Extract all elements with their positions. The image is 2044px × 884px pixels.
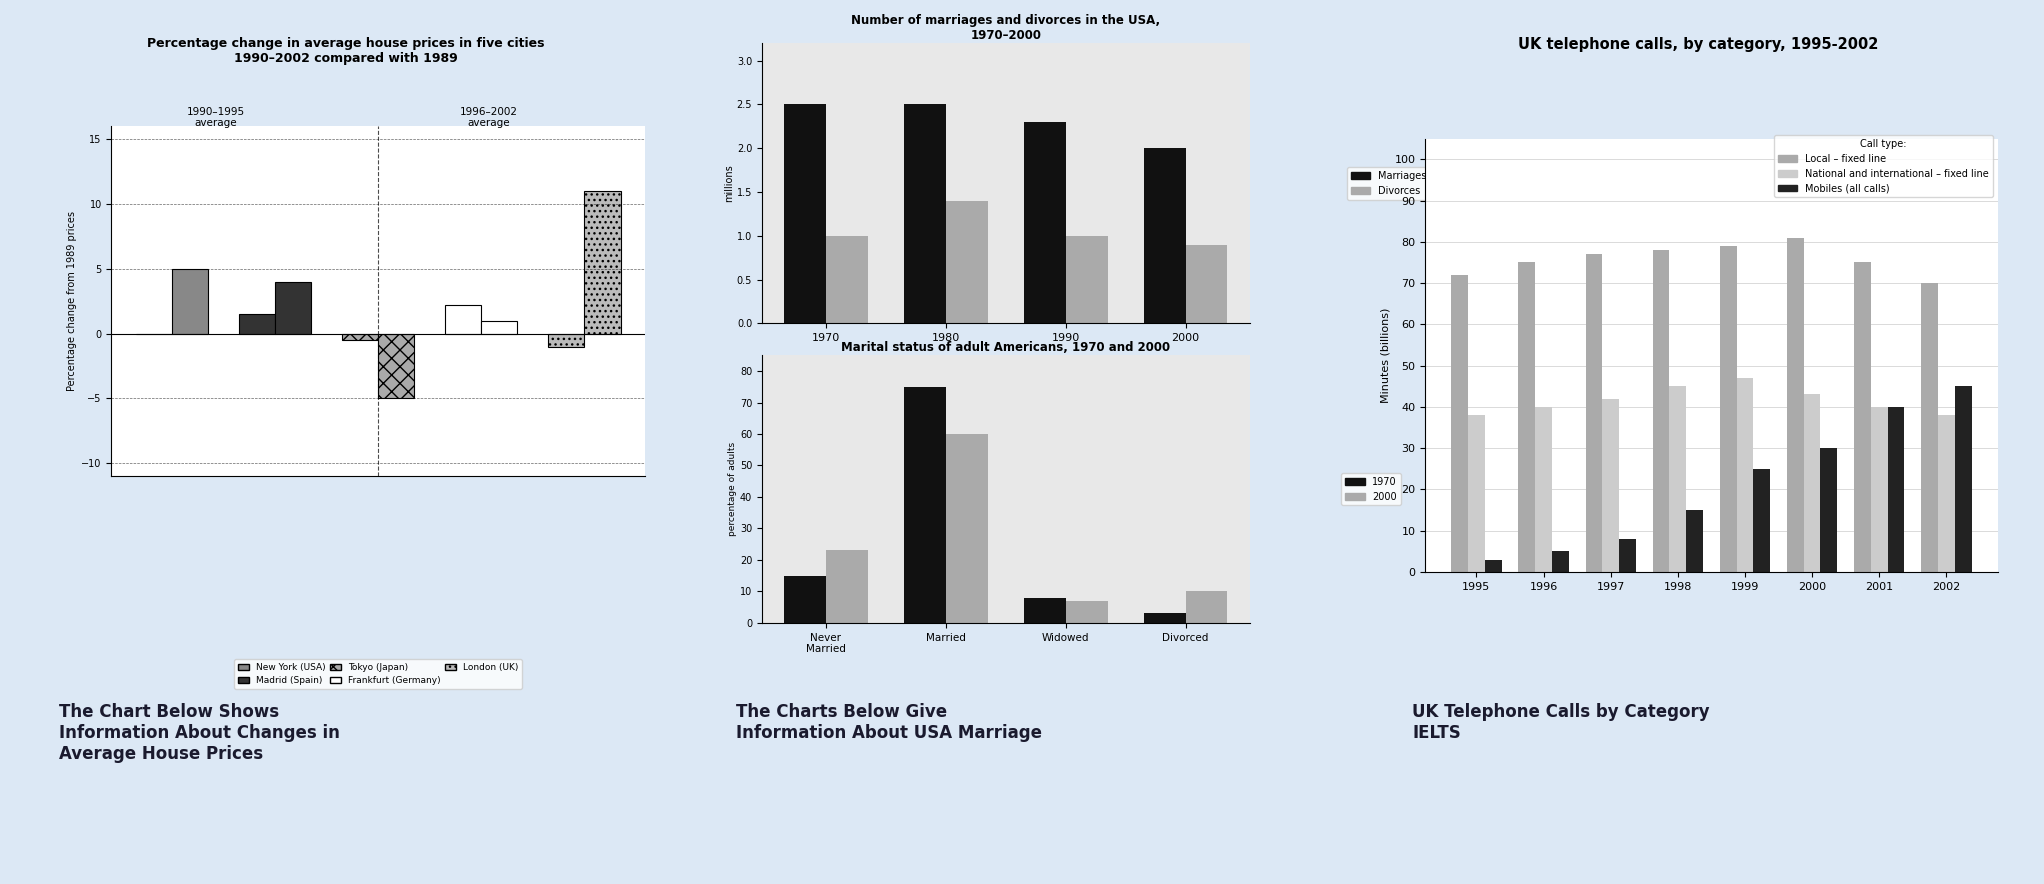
Text: The Charts Below Give
Information About USA Marriage: The Charts Below Give Information About … bbox=[736, 703, 1042, 742]
Text: 1996–2002
average: 1996–2002 average bbox=[460, 107, 517, 128]
Bar bbox=[1024, 598, 1065, 623]
Bar bbox=[1065, 601, 1108, 623]
Bar bbox=[239, 314, 276, 333]
Bar bbox=[1719, 246, 1737, 572]
Legend: Marriages, Divorces: Marriages, Divorces bbox=[1347, 167, 1431, 200]
Bar bbox=[341, 333, 378, 340]
Bar bbox=[1803, 394, 1821, 572]
Bar bbox=[276, 282, 311, 333]
Bar bbox=[903, 387, 946, 623]
Bar bbox=[785, 575, 826, 623]
Bar bbox=[1921, 283, 1938, 572]
Bar bbox=[1186, 591, 1228, 623]
Bar bbox=[1854, 263, 1870, 572]
Bar bbox=[1535, 407, 1551, 572]
Bar bbox=[1954, 386, 1972, 572]
Title: Number of marriages and divorces in the USA,
1970–2000: Number of marriages and divorces in the … bbox=[850, 14, 1161, 42]
Bar bbox=[1186, 245, 1228, 324]
Bar bbox=[1938, 415, 1954, 572]
Bar bbox=[446, 305, 480, 333]
Bar bbox=[1786, 238, 1803, 572]
Bar bbox=[1619, 539, 1635, 572]
Bar bbox=[946, 201, 987, 324]
Bar bbox=[1870, 407, 1887, 572]
Bar bbox=[903, 104, 946, 324]
Bar bbox=[1143, 149, 1186, 324]
Bar bbox=[1065, 236, 1108, 324]
Bar bbox=[378, 333, 415, 399]
Bar bbox=[585, 191, 621, 333]
Text: Percentage change in average house prices in five cities
1990–2002 compared with: Percentage change in average house price… bbox=[147, 37, 544, 65]
Legend: Local – fixed line, National and international – fixed line, Mobiles (all calls): Local – fixed line, National and interna… bbox=[1774, 135, 1993, 197]
Title: Marital status of adult Americans, 1970 and 2000: Marital status of adult Americans, 1970 … bbox=[842, 341, 1171, 354]
Bar bbox=[826, 236, 869, 324]
Bar bbox=[1754, 469, 1770, 572]
Bar bbox=[1143, 613, 1186, 623]
Text: UK telephone calls, by category, 1995-2002: UK telephone calls, by category, 1995-20… bbox=[1519, 37, 1878, 52]
Bar bbox=[548, 333, 585, 347]
Bar bbox=[1484, 560, 1502, 572]
Y-axis label: millions: millions bbox=[724, 164, 734, 202]
Text: The Chart Below Shows
Information About Changes in
Average House Prices: The Chart Below Shows Information About … bbox=[59, 703, 341, 763]
Y-axis label: Minutes (billions): Minutes (billions) bbox=[1380, 308, 1390, 403]
Bar bbox=[1451, 275, 1468, 572]
Bar bbox=[785, 104, 826, 324]
Legend: New York (USA), Madrid (Spain), Tokyo (Japan), Frankfurt (Germany), London (UK): New York (USA), Madrid (Spain), Tokyo (J… bbox=[235, 659, 521, 689]
Bar bbox=[1602, 399, 1619, 572]
Y-axis label: Percentage change from 1989 prices: Percentage change from 1989 prices bbox=[67, 211, 78, 391]
Bar bbox=[1024, 122, 1065, 324]
Text: 1990–1995
average: 1990–1995 average bbox=[186, 107, 245, 128]
Bar bbox=[1551, 552, 1568, 572]
Bar bbox=[480, 321, 517, 333]
Bar bbox=[946, 434, 987, 623]
Legend: 1970, 2000: 1970, 2000 bbox=[1341, 473, 1400, 506]
Bar bbox=[1654, 250, 1670, 572]
Bar bbox=[1737, 378, 1754, 572]
Bar bbox=[1686, 510, 1703, 572]
Bar bbox=[1519, 263, 1535, 572]
Bar bbox=[1586, 255, 1602, 572]
Text: UK Telephone Calls by Category
IELTS: UK Telephone Calls by Category IELTS bbox=[1412, 703, 1711, 742]
Bar bbox=[826, 551, 869, 623]
Bar bbox=[172, 269, 208, 333]
Bar bbox=[1821, 448, 1838, 572]
Y-axis label: percentage of adults: percentage of adults bbox=[728, 442, 738, 536]
Bar bbox=[1670, 386, 1686, 572]
Bar bbox=[1887, 407, 1905, 572]
Bar bbox=[1468, 415, 1484, 572]
